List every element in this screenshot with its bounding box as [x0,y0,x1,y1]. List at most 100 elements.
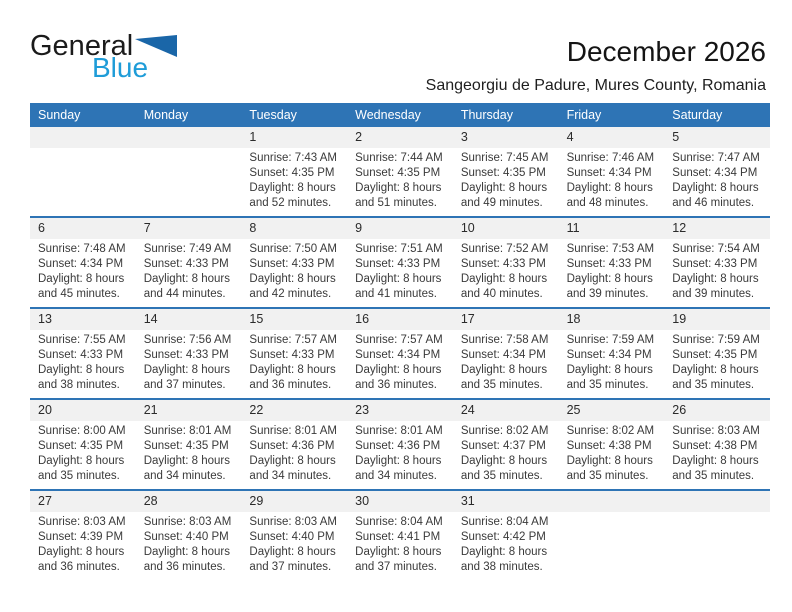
logo-text-blue: Blue [92,52,149,83]
sunset-text: Sunset: 4:40 PM [143,531,229,543]
day-number [30,127,136,148]
day-number: 12 [664,218,770,239]
sunrise-text: Sunrise: 7:52 AM [460,243,549,255]
daylight-text: Daylight: 8 hours and 34 minutes. [355,455,442,482]
day-info: Sunrise: 7:58 AM Sunset: 4:34 PM Daylight:… [453,330,559,393]
sunset-text: Sunset: 4:36 PM [355,440,441,452]
day-cell-11: 11 Sunrise: 7:53 AM Sunset: 4:33 PM Dayligh… [558,218,665,307]
day-cell-26: 26 Sunrise: 8:03 AM Sunset: 4:38 PM Dayligh… [664,400,770,489]
day-info: Sunrise: 8:03 AM Sunset: 4:38 PM Daylight:… [664,421,770,484]
day-number: 28 [135,491,242,512]
day-info: Sunrise: 8:02 AM Sunset: 4:37 PM Daylight:… [453,421,559,484]
sunrise-text: Sunrise: 7:43 AM [249,152,337,164]
daylight-text: Daylight: 8 hours and 52 minutes. [249,182,336,209]
daylight-text: Daylight: 8 hours and 39 minutes. [566,273,653,300]
day-number: 22 [241,400,348,421]
day-cell-31: 31 Sunrise: 8:04 AM Sunset: 4:42 PM Dayligh… [452,491,559,580]
daylight-text: Daylight: 8 hours and 34 minutes. [143,455,230,482]
day-number [664,491,770,512]
day-info: Sunrise: 7:48 AM Sunset: 4:34 PM Daylight:… [30,239,136,302]
day-info: Sunrise: 7:55 AM Sunset: 4:33 PM Daylight:… [30,330,136,393]
week-row: 6 Sunrise: 7:48 AM Sunset: 4:34 PM Daylight… [30,216,770,307]
daylight-text: Daylight: 8 hours and 46 minutes. [672,182,759,209]
day-info: Sunrise: 7:47 AM Sunset: 4:34 PM Daylight:… [664,148,770,211]
sunrise-text: Sunrise: 8:04 AM [355,516,443,528]
daylight-text: Daylight: 8 hours and 35 minutes. [672,364,759,391]
sunrise-text: Sunrise: 7:58 AM [460,334,549,346]
daylight-text: Daylight: 8 hours and 37 minutes. [249,546,336,573]
sunrise-text: Sunrise: 7:44 AM [355,152,443,164]
daylight-text: Daylight: 8 hours and 45 minutes. [38,273,125,300]
sunrise-text: Sunrise: 8:03 AM [143,516,232,528]
logo-top-row: General [30,30,178,62]
day-number: 5 [664,127,770,148]
sunset-text: Sunset: 4:33 PM [460,258,546,270]
sunrise-text: Sunrise: 7:56 AM [143,334,232,346]
day-number: 21 [135,400,242,421]
day-number: 1 [241,127,348,148]
weekday-header-row: Sunday Monday Tuesday Wednesday Thursday… [30,103,770,127]
day-info: Sunrise: 7:59 AM Sunset: 4:35 PM Daylight:… [664,330,770,393]
day-cell-6: 6 Sunrise: 7:48 AM Sunset: 4:34 PM Daylight… [30,218,136,307]
day-cell-14: 14 Sunrise: 7:56 AM Sunset: 4:33 PM Dayligh… [135,309,242,398]
day-cell-17: 17 Sunrise: 7:58 AM Sunset: 4:34 PM Dayligh… [452,309,559,398]
day-info: Sunrise: 8:04 AM Sunset: 4:41 PM Daylight:… [347,512,453,575]
sunset-text: Sunset: 4:34 PM [38,258,124,270]
sunrise-text: Sunrise: 7:57 AM [355,334,443,346]
day-cell-24: 24 Sunrise: 8:02 AM Sunset: 4:37 PM Dayligh… [452,400,559,489]
sunset-text: Sunset: 4:42 PM [460,531,546,543]
day-cell-2: 2 Sunrise: 7:44 AM Sunset: 4:35 PM Daylight… [347,127,453,216]
sunrise-text: Sunrise: 7:46 AM [566,152,655,164]
daylight-text: Daylight: 8 hours and 37 minutes. [355,546,442,573]
sunrise-text: Sunrise: 7:53 AM [566,243,655,255]
day-info: Sunrise: 7:46 AM Sunset: 4:34 PM Daylight:… [559,148,665,211]
day-number: 6 [30,218,136,239]
day-cell-30: 30 Sunrise: 8:04 AM Sunset: 4:41 PM Dayligh… [347,491,453,580]
sunset-text: Sunset: 4:37 PM [460,440,546,452]
sunrise-text: Sunrise: 8:04 AM [460,516,549,528]
day-cell-7: 7 Sunrise: 7:49 AM Sunset: 4:33 PM Daylight… [135,218,242,307]
day-info: Sunrise: 7:45 AM Sunset: 4:35 PM Daylight:… [453,148,559,211]
day-number: 10 [452,218,559,239]
sunrise-text: Sunrise: 7:45 AM [460,152,549,164]
daylight-text: Daylight: 8 hours and 36 minutes. [143,546,230,573]
day-number: 25 [558,400,665,421]
weekday-header-sunday: Sunday [38,108,81,122]
weekday-header-saturday: Saturday [672,108,723,122]
daylight-text: Daylight: 8 hours and 35 minutes. [460,455,548,482]
day-info: Sunrise: 7:44 AM Sunset: 4:35 PM Daylight:… [347,148,453,211]
day-info: Sunrise: 7:49 AM Sunset: 4:33 PM Daylight:… [136,239,242,302]
day-number: 29 [241,491,348,512]
sunrise-text: Sunrise: 7:59 AM [566,334,655,346]
weekday-header-tuesday: Tuesday [249,108,297,122]
day-info: Sunrise: 7:56 AM Sunset: 4:33 PM Daylight:… [136,330,242,393]
daylight-text: Daylight: 8 hours and 36 minutes. [249,364,336,391]
day-info: Sunrise: 8:04 AM Sunset: 4:42 PM Daylight:… [453,512,559,575]
daylight-text: Daylight: 8 hours and 36 minutes. [38,546,125,573]
day-info: Sunrise: 8:03 AM Sunset: 4:40 PM Daylight:… [136,512,242,575]
sunrise-text: Sunrise: 8:01 AM [143,425,232,437]
day-number: 27 [30,491,136,512]
sunset-text: Sunset: 4:38 PM [672,440,758,452]
day-number: 4 [558,127,665,148]
day-number: 9 [347,218,453,239]
day-cell-empty [558,491,665,580]
day-number: 17 [452,309,559,330]
sunrise-text: Sunrise: 7:51 AM [355,243,443,255]
day-info: Sunrise: 8:02 AM Sunset: 4:38 PM Daylight:… [559,421,665,484]
sunrise-text: Sunrise: 8:00 AM [38,425,126,437]
day-cell-20: 20 Sunrise: 8:00 AM Sunset: 4:35 PM Dayligh… [30,400,136,489]
sunset-text: Sunset: 4:36 PM [249,440,335,452]
day-info: Sunrise: 8:00 AM Sunset: 4:35 PM Daylight:… [30,421,136,484]
day-number: 2 [347,127,453,148]
week-row: 13 Sunrise: 7:55 AM Sunset: 4:33 PM Dayligh… [30,307,770,398]
day-cell-22: 22 Sunrise: 8:01 AM Sunset: 4:36 PM Dayligh… [241,400,348,489]
sunset-text: Sunset: 4:33 PM [249,349,335,361]
day-info: Sunrise: 7:52 AM Sunset: 4:33 PM Daylight:… [453,239,559,302]
sunrise-text: Sunrise: 7:49 AM [143,243,232,255]
logo-text-general: General [30,30,134,62]
day-number: 16 [347,309,453,330]
day-info: Sunrise: 8:01 AM Sunset: 4:36 PM Daylight:… [241,421,347,484]
daylight-text: Daylight: 8 hours and 41 minutes. [355,273,442,300]
day-info [559,512,665,515]
